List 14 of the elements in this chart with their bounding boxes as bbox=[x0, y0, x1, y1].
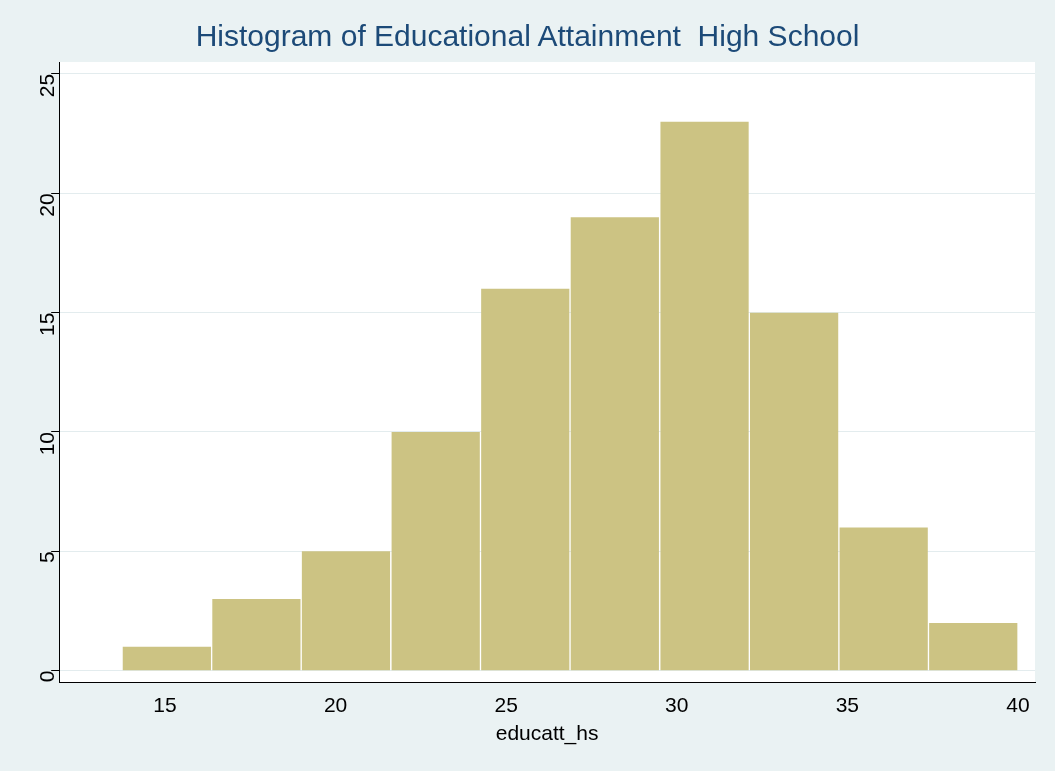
y-tick-label: 25 bbox=[35, 73, 58, 98]
x-tick-label: 20 bbox=[323, 693, 348, 716]
x-tick-label: 25 bbox=[494, 693, 518, 716]
y-tick-label: 20 bbox=[35, 193, 58, 217]
x-tick-label: 40 bbox=[1006, 693, 1030, 716]
x-tick-label: 35 bbox=[835, 693, 860, 716]
y-tick-label: 10 bbox=[35, 431, 58, 456]
x-tick-label: 15 bbox=[153, 693, 177, 716]
y-tick-label: 5 bbox=[35, 551, 58, 564]
chart-title: Histogram of Educational Attainment High School bbox=[195, 19, 860, 53]
y-tick-label: 15 bbox=[35, 312, 58, 336]
x-axis-title: educatt_hs bbox=[495, 721, 599, 746]
x-tick-label: 30 bbox=[665, 693, 689, 716]
y-tick-label: 0 bbox=[35, 670, 58, 683]
